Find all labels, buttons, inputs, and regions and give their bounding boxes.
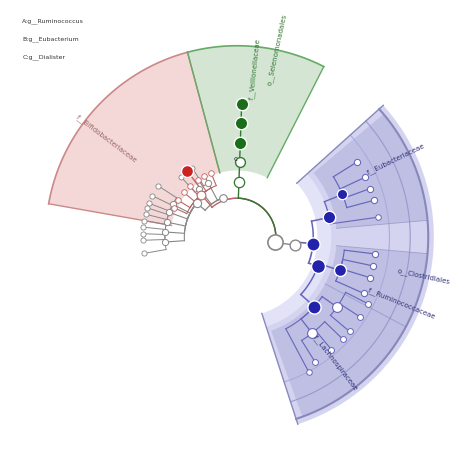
Point	[161, 238, 169, 246]
Text: f__Lachnospiraceae: f__Lachnospiraceae	[311, 334, 359, 392]
Point	[154, 182, 162, 190]
Point	[314, 263, 321, 270]
Point	[361, 173, 369, 181]
Point	[144, 204, 151, 212]
Point	[369, 262, 376, 270]
Text: C:g__Dialister: C:g__Dialister	[22, 54, 65, 60]
Point	[219, 194, 227, 202]
Point	[291, 241, 299, 249]
Point	[161, 228, 169, 236]
Point	[308, 329, 316, 337]
Point	[139, 237, 146, 244]
Point	[237, 119, 245, 127]
Point	[305, 368, 312, 375]
Point	[235, 178, 243, 185]
Text: f__Bifidobacteriaceae: f__Bifidobacteriaceae	[74, 113, 138, 164]
Point	[371, 250, 378, 258]
Point	[238, 100, 246, 108]
Point	[328, 346, 335, 353]
Point	[366, 185, 374, 192]
Point	[165, 209, 173, 216]
Text: f__Veillonellaceae: f__Veillonellaceae	[248, 38, 261, 100]
Point	[174, 197, 182, 204]
Point	[171, 204, 178, 211]
Point	[339, 335, 346, 343]
Point	[193, 200, 201, 207]
Point	[198, 191, 205, 198]
Point	[183, 167, 191, 174]
Point	[364, 300, 372, 308]
Point	[196, 185, 203, 193]
Point	[356, 313, 364, 321]
Point	[325, 214, 333, 221]
Point	[180, 189, 188, 196]
Point	[205, 179, 212, 187]
Point	[139, 223, 147, 231]
Point	[194, 176, 202, 183]
Polygon shape	[266, 105, 434, 424]
Point	[353, 158, 361, 166]
Point	[360, 290, 367, 297]
Text: c: c	[234, 156, 237, 163]
Point	[366, 273, 374, 281]
Text: o__Clostridiales: o__Clostridiales	[397, 268, 451, 286]
Point	[236, 158, 244, 166]
Point	[338, 191, 346, 198]
Point	[140, 217, 148, 224]
Point	[177, 173, 185, 181]
Point	[189, 164, 196, 172]
Point	[169, 201, 177, 208]
Point	[201, 172, 208, 180]
Polygon shape	[262, 105, 434, 424]
Point	[237, 139, 244, 146]
Text: f__Eubacteriaceae: f__Eubacteriaceae	[366, 142, 427, 176]
Point	[145, 200, 153, 207]
Point	[140, 250, 148, 257]
Point	[186, 182, 193, 190]
Point	[346, 328, 353, 335]
Point	[139, 230, 146, 237]
Text: o__Selenomonadales: o__Selenomonadales	[266, 13, 288, 86]
Point	[309, 240, 317, 247]
Point	[370, 197, 377, 204]
Point	[333, 303, 341, 311]
Polygon shape	[271, 284, 406, 417]
Polygon shape	[188, 46, 324, 178]
Point	[311, 358, 319, 365]
Polygon shape	[49, 52, 220, 226]
Text: f__Ruminococcaceae: f__Ruminococcaceae	[366, 287, 437, 320]
Point	[272, 238, 279, 246]
Point	[374, 213, 382, 221]
Point	[142, 210, 149, 218]
Point	[148, 192, 156, 200]
Point	[207, 169, 215, 176]
Text: B:g__Eubacterium: B:g__Eubacterium	[22, 36, 79, 42]
Point	[310, 303, 318, 310]
Polygon shape	[313, 114, 428, 228]
Polygon shape	[325, 246, 428, 327]
Point	[336, 266, 344, 274]
Text: A:g__Ruminococcus: A:g__Ruminococcus	[22, 18, 84, 24]
Point	[163, 218, 170, 226]
